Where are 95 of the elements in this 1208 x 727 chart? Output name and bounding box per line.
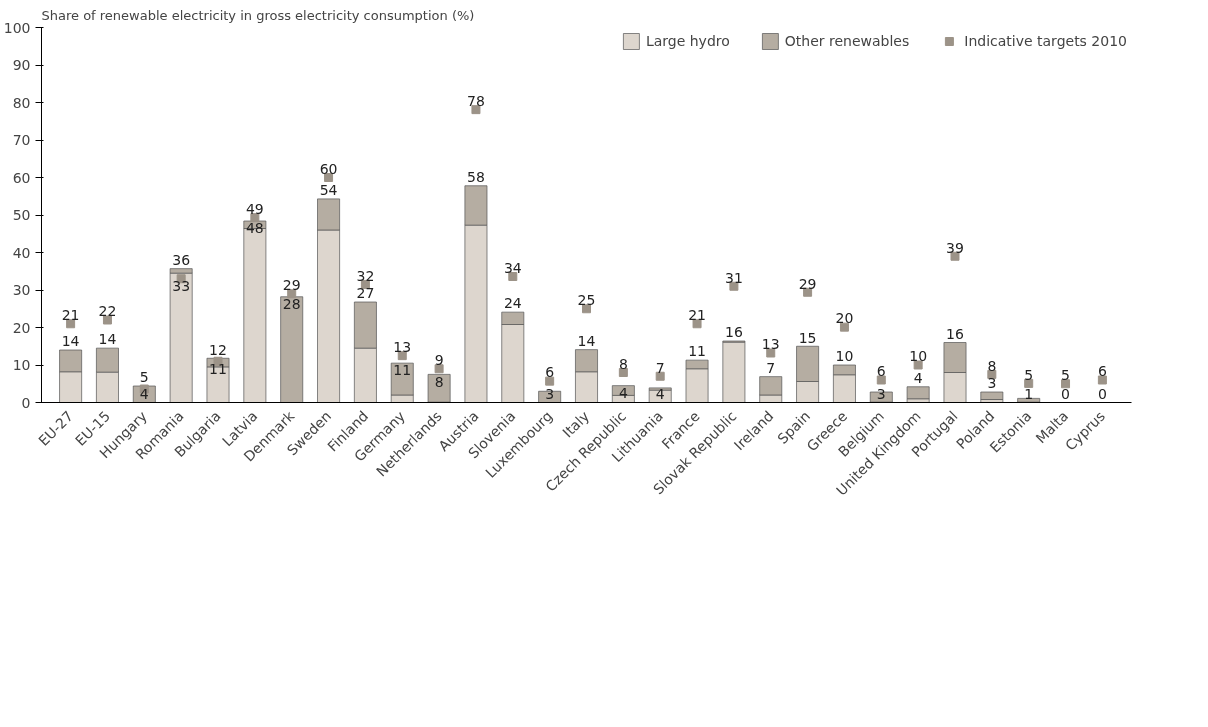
data-label: 34	[503, 259, 522, 276]
legend-label: Indicative targets 2010	[964, 33, 1127, 49]
total-label: 16	[946, 325, 964, 342]
data-label: 39	[946, 239, 964, 256]
data-label: 29	[282, 277, 301, 293]
legend-label: Other renewables	[784, 33, 910, 49]
data-label: 78	[467, 92, 485, 109]
point	[766, 348, 776, 358]
point	[1061, 379, 1071, 389]
y-tick-label: 80	[12, 94, 31, 111]
y-tick-label: 70	[12, 132, 31, 148]
point	[287, 289, 297, 299]
data-label: 5	[1024, 366, 1034, 383]
data-label: 60	[319, 160, 338, 177]
data-label: 25	[577, 292, 596, 308]
point	[582, 304, 591, 314]
point	[471, 105, 481, 115]
total-label: 12	[209, 341, 227, 358]
data-label: 7	[655, 359, 665, 376]
y-tick-label: 20	[12, 319, 31, 336]
total-label: 54	[319, 182, 338, 199]
point	[839, 322, 849, 332]
data-label: 13	[761, 336, 780, 353]
bar	[427, 374, 451, 403]
data-label: 6	[1097, 363, 1107, 380]
point	[913, 360, 923, 370]
data-label: 49	[245, 200, 264, 217]
point	[876, 375, 886, 385]
y-tick-label: 100	[3, 19, 31, 36]
total-label: 11	[688, 343, 706, 360]
legend-label: Large hydro	[645, 33, 730, 49]
data-label: 8	[987, 357, 997, 374]
data-label: 21	[688, 307, 706, 323]
total-label: 5	[139, 369, 149, 386]
total-label: 3	[876, 386, 886, 402]
data-label: 9	[434, 352, 444, 368]
bar	[169, 272, 193, 403]
total-label: 1	[1024, 386, 1034, 402]
point	[692, 319, 702, 329]
bar	[722, 341, 746, 403]
total-label: 24	[503, 295, 522, 312]
total-label: 58	[467, 169, 485, 185]
total-label: 7	[766, 359, 776, 376]
data-label: 33	[172, 278, 191, 294]
data-label: 13	[393, 338, 412, 355]
total-label: 0	[1061, 385, 1071, 402]
data-label: 31	[724, 269, 743, 286]
bar	[280, 296, 304, 403]
data-label: 29	[798, 275, 817, 292]
total-label: 11	[393, 362, 412, 379]
bar	[869, 391, 893, 403]
total-label: 0	[1097, 385, 1107, 402]
point	[102, 315, 112, 325]
point	[618, 368, 628, 377]
point	[397, 351, 407, 361]
total-label: 10	[835, 348, 854, 365]
data-label: 4	[139, 386, 149, 402]
total-label: 8	[434, 373, 444, 390]
point	[434, 364, 444, 374]
data-label: 8	[618, 355, 628, 372]
y-axis-title: Share of renewable electricity in gross electricity consumption (%)	[41, 7, 475, 23]
y-tick-label: 30	[12, 282, 31, 298]
total-label: 28	[282, 296, 301, 312]
data-label: 20	[835, 310, 854, 327]
bar	[906, 386, 930, 400]
total-label: 4	[655, 386, 665, 402]
total-label: 3	[987, 375, 997, 392]
data-label: 22	[98, 303, 117, 320]
total-label: 14	[577, 332, 596, 349]
total-label: 27	[356, 285, 375, 302]
data-label: 32	[356, 267, 375, 284]
total-label: 14	[98, 331, 117, 348]
data-label: 10	[909, 348, 928, 365]
y-tick-label: 50	[12, 207, 31, 223]
data-label: 6	[876, 363, 886, 380]
bar	[980, 391, 1004, 400]
point	[66, 319, 76, 329]
total-label: 4	[913, 370, 923, 386]
total-label: 15	[798, 329, 817, 346]
y-tick-label: 0	[21, 394, 31, 411]
point	[545, 376, 555, 386]
data-label: 11	[209, 360, 227, 377]
data-label: 5	[1061, 367, 1071, 383]
data-label: 21	[61, 307, 80, 323]
y-tick-label: 60	[12, 169, 31, 186]
total-label: 4	[618, 384, 628, 401]
y-tick-label: 90	[12, 57, 31, 73]
total-label: 3	[545, 386, 555, 402]
point	[1097, 375, 1107, 385]
total-label: 14	[61, 333, 80, 350]
total-label: 16	[724, 324, 743, 341]
data-label: 6	[545, 364, 555, 381]
total-label: 36	[172, 251, 191, 268]
y-tick-label: 10	[12, 357, 31, 373]
y-tick-label: 40	[12, 244, 31, 261]
